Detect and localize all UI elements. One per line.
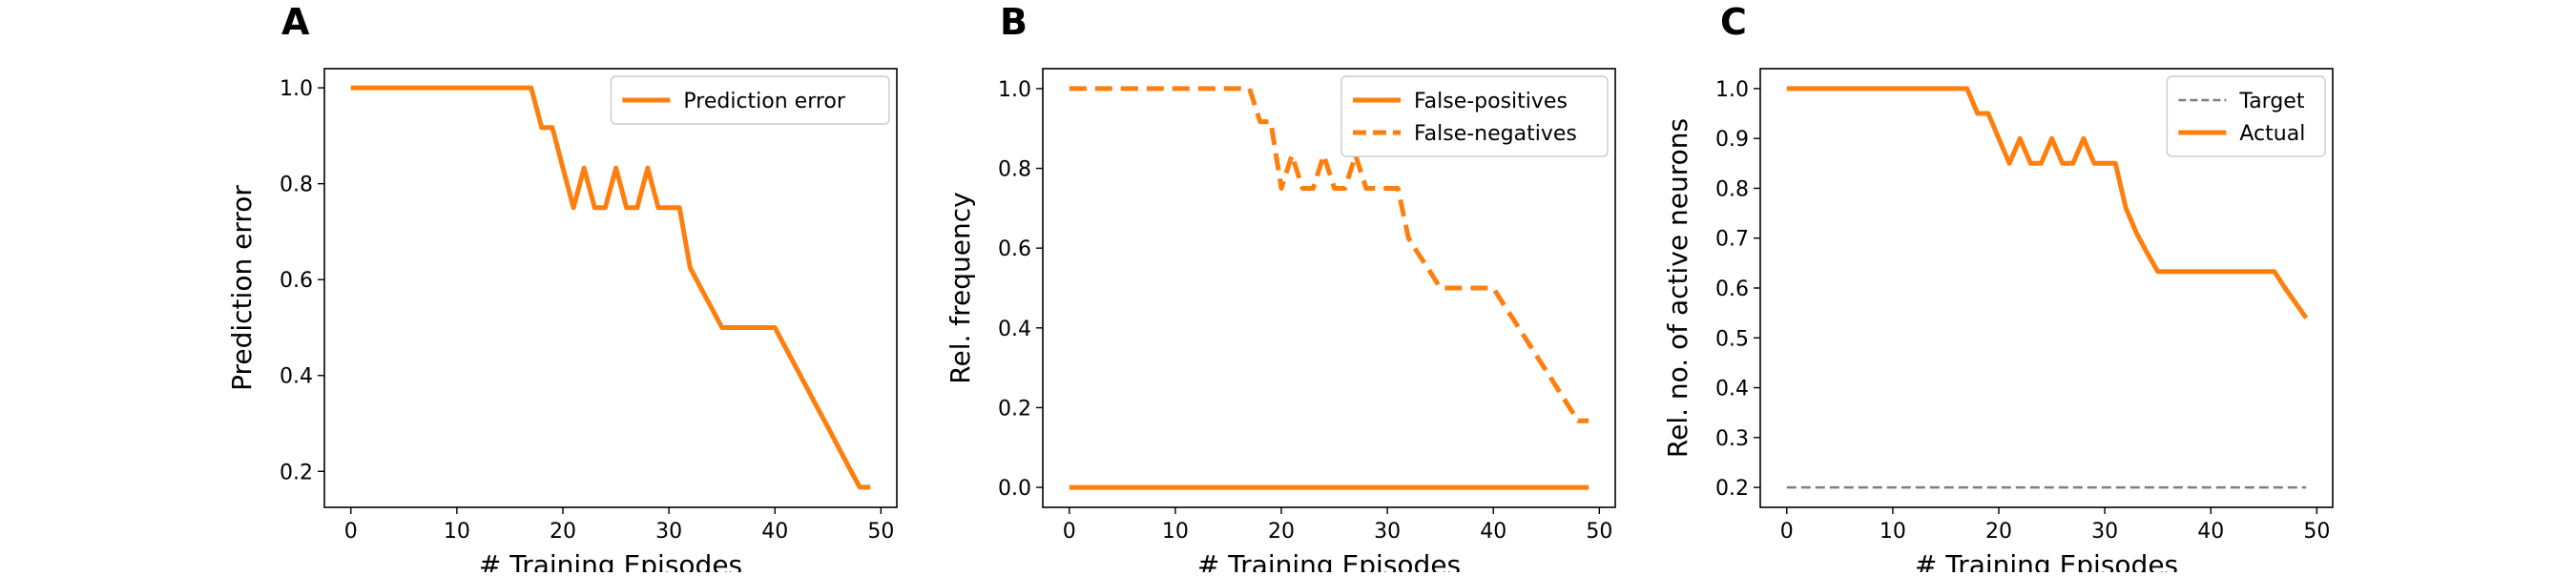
y-tick-label: 0.6 — [1715, 278, 1749, 301]
y-tick-label: 0.4 — [998, 318, 1031, 341]
y-tick-label: 0.8 — [998, 158, 1031, 182]
y-tick-label: 0.8 — [1715, 177, 1749, 201]
series-line-prediction-error — [350, 85, 871, 490]
y-tick-label: 1.0 — [1715, 78, 1749, 102]
y-tick-label: 1.0 — [998, 78, 1031, 102]
x-tick-label: 20 — [1268, 520, 1295, 544]
y-tick-label: 0.6 — [280, 269, 313, 293]
plot-frame — [323, 68, 898, 508]
legend-label: Target — [2238, 90, 2304, 113]
x-tick-label: 40 — [761, 520, 788, 544]
y-tick-label: 0.0 — [998, 477, 1031, 501]
y-tick-label: 0.9 — [1715, 128, 1749, 152]
y-tick-label: 0.4 — [1715, 378, 1749, 401]
x-tick-label: 20 — [550, 520, 576, 544]
legend-label: Actual — [2239, 122, 2305, 146]
y-tick-label: 1.0 — [280, 77, 313, 101]
x-tick-label: 10 — [1880, 520, 1906, 544]
x-tick-label: 30 — [2091, 520, 2118, 544]
y-tick-label: 0.7 — [1715, 228, 1749, 252]
x-tick-label: 50 — [1586, 520, 1612, 544]
y-tick-label: 0.8 — [280, 174, 313, 197]
series-line-actual — [1786, 86, 2309, 319]
x-axis-label: # Training Episodes — [1197, 549, 1461, 572]
x-tick-label: 20 — [1985, 520, 2012, 544]
legend: Prediction error — [610, 75, 890, 125]
x-tick-label: 40 — [2197, 520, 2224, 544]
series-line-false-negatives — [1069, 86, 1589, 423]
x-tick-label: 0 — [1063, 520, 1076, 544]
legend: Target Actual — [2166, 75, 2326, 157]
x-tick-label: 0 — [344, 520, 358, 544]
panel-letter: C — [1720, 1, 1747, 43]
y-tick-label: 0.2 — [998, 397, 1031, 421]
panel-a: A 0 10 20 30 40 50 0.2 0.4 0.6 0.8 1.0 # Training Ep… — [226, 1, 898, 576]
y-axis-label: Prediction error — [226, 185, 258, 391]
legend-box — [2166, 75, 2326, 157]
legend-label: Prediction error — [683, 90, 845, 113]
x-axis-label: # Training Episodes — [1915, 549, 2178, 572]
panel-c: C 0 10 20 30 40 50 0.2 0.3 0.4 0.5 0.6 0.7 0.8 0.9 1.0 #… — [1662, 1, 2334, 576]
x-tick-label: 50 — [867, 520, 894, 544]
x-tick-label: 50 — [2303, 520, 2330, 544]
legend-label: False-positives — [1414, 90, 1568, 113]
x-tick-label: 30 — [1374, 520, 1401, 544]
x-axis-label: # Training Episodes — [479, 549, 742, 572]
y-tick-label: 0.4 — [280, 365, 313, 389]
legend-label: False-negatives — [1414, 122, 1577, 146]
legend: False-positives False-negatives — [1340, 75, 1609, 157]
x-tick-label: 30 — [655, 520, 682, 544]
y-axis-label: Rel. frequency — [945, 192, 976, 383]
y-axis-label: Rel. no. of active neurons — [1662, 118, 1693, 458]
x-tick-label: 40 — [1480, 520, 1506, 544]
legend-box — [610, 75, 890, 125]
legend-box — [1340, 75, 1609, 157]
panel-b: B 0 10 20 30 40 50 0.0 0.2 0.4 0.6 0.8 1.0 # Training… — [945, 1, 1616, 576]
panel-letter: B — [1000, 1, 1028, 43]
x-tick-label: 10 — [444, 520, 470, 544]
plot-frame — [1042, 68, 1616, 508]
y-tick-label: 0.5 — [1715, 327, 1749, 351]
panel-letter: A — [281, 1, 310, 43]
y-tick-label: 0.6 — [998, 237, 1031, 261]
y-tick-label: 0.2 — [280, 461, 313, 484]
y-tick-label: 0.3 — [1715, 427, 1749, 451]
y-tick-label: 0.2 — [1715, 477, 1749, 501]
x-tick-label: 0 — [1780, 520, 1794, 544]
x-tick-label: 10 — [1162, 520, 1189, 544]
